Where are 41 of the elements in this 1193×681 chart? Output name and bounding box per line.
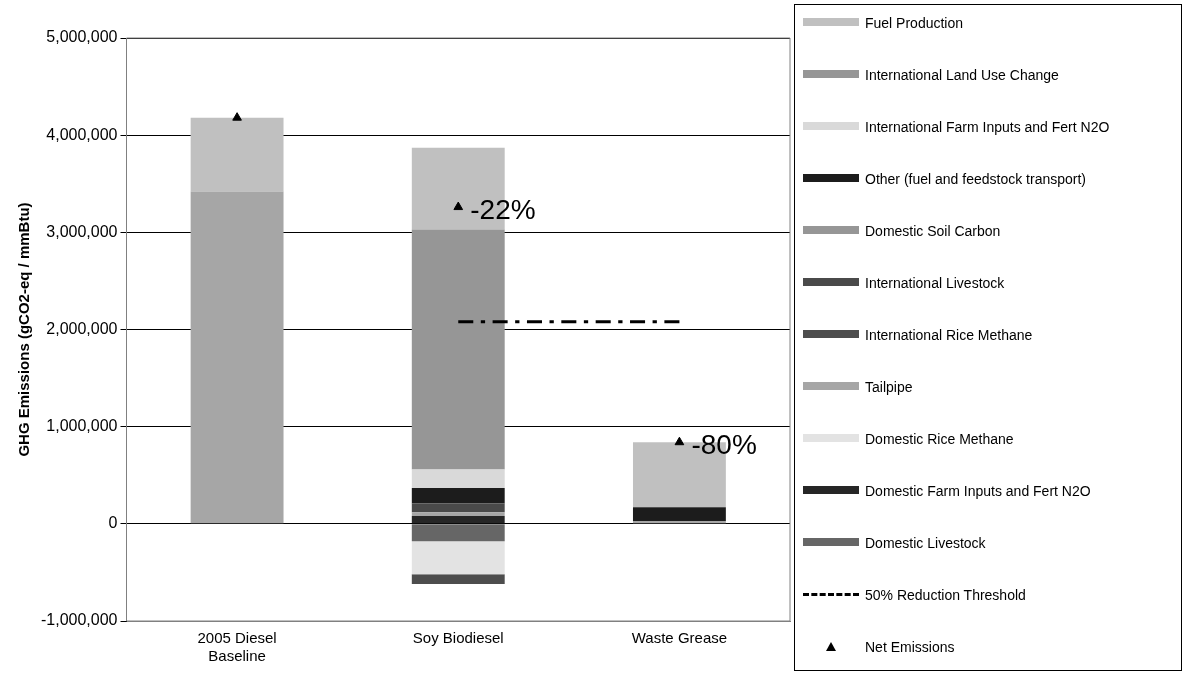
legend-label: International Rice Methane	[865, 327, 1033, 344]
bar	[411, 524, 505, 542]
bar	[411, 229, 505, 470]
legend-label: Other (fuel and feedstock transport)	[865, 171, 1086, 188]
legend-label: Domestic Soil Carbon	[865, 223, 1001, 240]
legend-label: Domestic Livestock	[865, 535, 986, 552]
legend-label: Domestic Farm Inputs and Fert N2O	[865, 483, 1091, 500]
legend-label: Domestic Rice Methane	[865, 431, 1014, 448]
y-tick-label: 5,000,000	[46, 28, 118, 46]
x-tick-label: 2005 Diesel Baseline	[197, 629, 277, 665]
bar	[632, 507, 726, 521]
point	[232, 112, 242, 121]
y-tick-label: 2,000,000	[46, 319, 118, 337]
bar	[411, 512, 505, 517]
y-tick-label: 3,000,000	[46, 222, 118, 240]
legend-label: 50% Reduction Threshold	[865, 587, 1026, 604]
y-tick-label: 1,000,000	[46, 417, 118, 435]
y-axis-title: GHG Emissions (gCO2-eq / mmBtu)	[15, 202, 33, 457]
point	[674, 436, 685, 446]
legend-label: International Land Use Change	[865, 67, 1059, 84]
bar	[411, 469, 505, 488]
annotation: -80%	[691, 428, 757, 460]
annotation: -22%	[470, 193, 536, 225]
legend-label: International Livestock	[865, 275, 1005, 292]
legend-label: Net Emissions	[865, 639, 955, 656]
y-tick-label: -1,000,000	[40, 611, 118, 629]
bar	[190, 117, 284, 192]
bar	[411, 574, 505, 585]
bar	[411, 487, 505, 504]
y-tick-label: 4,000,000	[46, 125, 118, 143]
x-tick-label: Waste Grease	[631, 629, 728, 647]
point	[453, 201, 464, 211]
legend-label: International Farm Inputs and Fert N2O	[865, 119, 1110, 136]
y-tick-label: 0	[108, 514, 118, 532]
bar	[190, 191, 284, 524]
bar	[411, 516, 505, 524]
legend-label: Tailpipe	[865, 379, 913, 396]
bar	[411, 541, 505, 575]
bar	[411, 503, 505, 513]
legend-label: Fuel Production	[865, 15, 964, 32]
x-tick-label: Soy Biodiesel	[412, 629, 504, 647]
